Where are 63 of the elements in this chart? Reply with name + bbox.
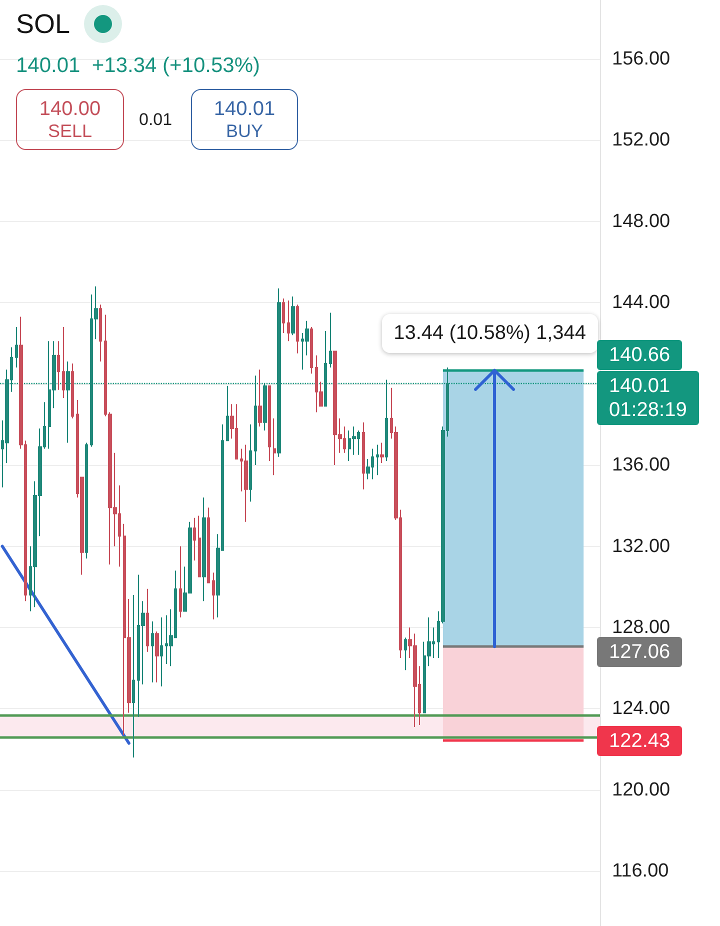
candlestick <box>71 362 74 419</box>
y-tick-label: 128.00 <box>612 616 670 638</box>
y-tick-label: 116.00 <box>612 860 669 882</box>
ref-line-label: 127.06 <box>597 637 682 668</box>
annotation: 140.01 <box>214 98 276 121</box>
ref-line-label: 122.43 <box>597 726 682 756</box>
buy-button: 140.01 BUY <box>191 89 298 150</box>
candlestick <box>160 616 163 687</box>
candlestick <box>244 444 248 522</box>
candlestick <box>380 442 384 464</box>
candlestick <box>263 383 267 432</box>
candlestick <box>404 637 407 671</box>
candlestick <box>296 304 299 354</box>
candlestick <box>15 326 18 368</box>
y-tick-label: 156.00 <box>612 48 670 70</box>
annotation: SELL <box>48 120 92 142</box>
candlestick <box>291 296 295 336</box>
y-tick-label: 132.00 <box>612 536 670 557</box>
y-tick-label: 124.00 <box>612 698 670 720</box>
candlestick <box>146 588 149 652</box>
candlestick <box>212 572 215 620</box>
candlestick <box>249 424 252 502</box>
candlestick <box>385 379 388 462</box>
candlestick <box>62 326 65 399</box>
annotation: BUY <box>226 120 263 142</box>
candlestick <box>268 385 271 462</box>
chart-title: SOL <box>16 8 70 40</box>
ref-line-label: 140.66 <box>597 340 682 370</box>
candlestick <box>193 517 196 561</box>
candlestick <box>324 330 327 407</box>
y-tick-label: 136.00 <box>612 454 670 476</box>
candlestick <box>273 418 276 476</box>
candlestick <box>202 497 206 602</box>
band-label: 13.44 (10.58%) 1,344 <box>382 314 598 354</box>
y-tick-label: 148.00 <box>612 210 670 232</box>
candlestick <box>207 507 210 584</box>
ref-line-label: 140.01 01:28:19 <box>597 371 699 426</box>
annotation: 140.00 <box>39 98 101 121</box>
candlestick <box>85 442 88 559</box>
candlestick <box>132 594 135 758</box>
y-tick-label: 120.00 <box>612 779 670 800</box>
annotation: 0.01 <box>139 110 172 130</box>
candlestick <box>57 340 60 390</box>
sell-button: 140.00 SELL <box>16 89 124 150</box>
candlestick <box>66 360 70 444</box>
candlestick <box>226 385 229 442</box>
candlestick <box>376 444 379 476</box>
candlestick <box>151 620 154 683</box>
candlestick <box>155 631 159 683</box>
candlestick <box>310 326 313 374</box>
candlestick <box>329 312 332 368</box>
candlestick <box>179 546 182 618</box>
y-tick-label: 152.00 <box>612 130 670 151</box>
text: 140.01 +13.34 (+10.53%) <box>16 54 260 78</box>
candlestick <box>258 369 262 427</box>
candlestick <box>254 375 257 466</box>
candlestick <box>277 288 281 458</box>
candlestick <box>99 304 102 362</box>
candlestick <box>198 515 201 578</box>
candlestick <box>282 298 285 334</box>
candlestick <box>287 300 290 342</box>
candlestick <box>362 422 365 490</box>
y-tick-label: 144.00 <box>612 292 670 314</box>
